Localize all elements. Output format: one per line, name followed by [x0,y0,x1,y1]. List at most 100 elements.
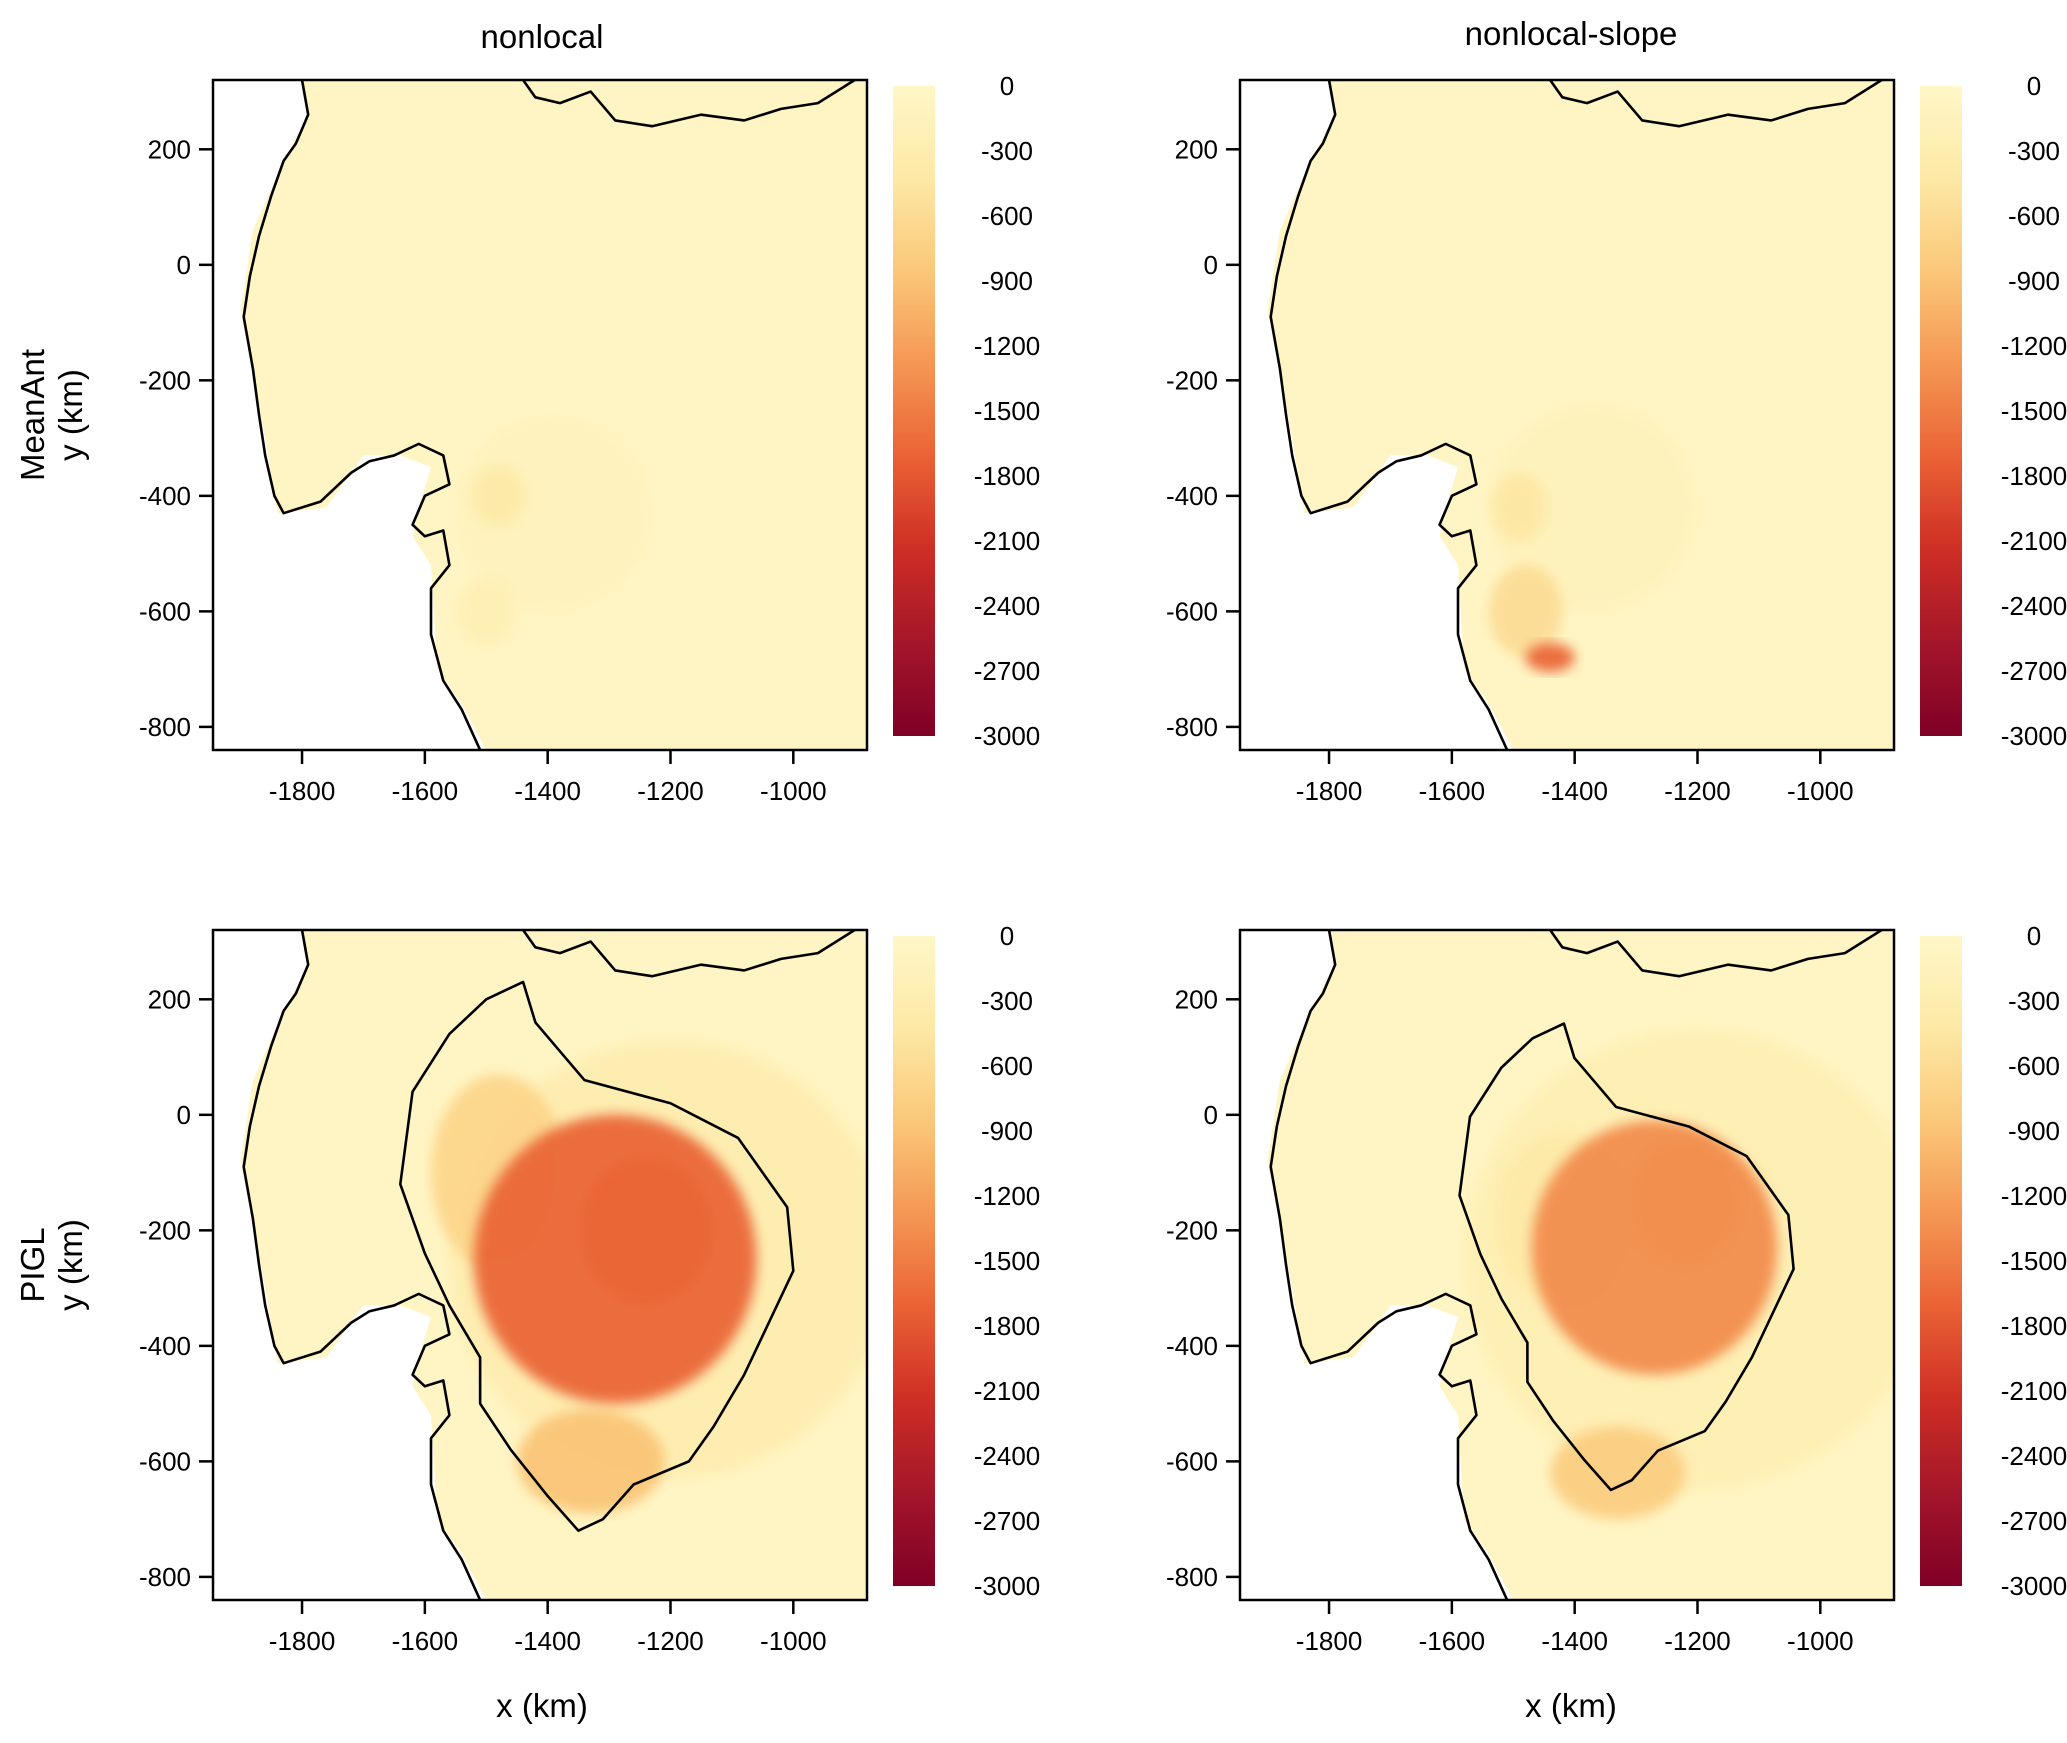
x-tick-label: -1400 [1541,1626,1608,1656]
ocean-region [1240,930,1514,1600]
heatmap-feature [1550,1426,1686,1520]
colorbar-tick-label: -2100 [2001,1376,2067,1406]
y-tick-label: -200 [139,1215,191,1245]
column-title-nonlocal-slope: nonlocal-slope [1465,15,1678,52]
colorbar-tick-label: -300 [2008,136,2060,166]
colorbar-tick-label: -3000 [2001,1571,2067,1601]
colorbar-tick-label: 0 [1000,71,1014,101]
ocean-region [1240,80,1514,750]
panel-pigl-nonlocal-slope: -1800 -1600 -1400 -1200 -1000 200 0 -200 -400 -60… [1166,921,2067,1656]
y-tick-label: -400 [1166,481,1218,511]
coastline [242,80,482,750]
colorbar-tick-label: 0 [2027,71,2041,101]
x-tick-label: -1000 [760,1626,827,1656]
x-axis-title-left: x (km) [496,1687,588,1724]
y-tick-label: -600 [139,596,191,626]
x-tick-label: -1600 [392,1626,459,1656]
y-tick-label: -200 [1166,365,1218,395]
colorbar-tick-label: 0 [2027,921,2041,951]
colorbar [893,86,935,736]
colorbar-tick-label: -2100 [974,1376,1041,1406]
y-tick-label: -200 [139,365,191,395]
x-tick-label: -1400 [1541,776,1608,806]
colorbar-tick-label: -600 [2008,1051,2060,1081]
x-tick-label: -1000 [1787,776,1854,806]
y-tick-label: 0 [177,1100,191,1130]
colorbar-tick-label: -1800 [2001,1311,2067,1341]
coastline [242,930,482,1600]
y-tick-label: 200 [148,134,191,164]
colorbar-tick-label: -3000 [2001,721,2067,751]
colorbar-tick-label: 0 [1000,921,1014,951]
colorbar-tick-label: -2700 [2001,656,2067,686]
x-tick-label: -1800 [269,1626,336,1656]
y-tick-label: -600 [1166,596,1218,626]
y-tick-label: -800 [139,1562,191,1592]
coastline [1269,930,1509,1600]
heatmap-feature [473,1114,757,1404]
colorbar-tick-label: -2700 [974,656,1041,686]
colorbar-tick-label: -2400 [2001,1441,2067,1471]
colorbar-tick-label: -1200 [2001,1181,2067,1211]
colorbar-tick-label: -900 [2008,1116,2060,1146]
colorbar-tick-label: -300 [981,986,1033,1016]
heatmap-field [1240,930,1894,1600]
colorbar-tick-label: -900 [981,1116,1033,1146]
x-tick-label: -1600 [392,776,459,806]
y-tick-label: -400 [1166,1331,1218,1361]
colorbar-tick-label: -2100 [2001,526,2067,556]
heatmap-feature [455,576,517,647]
x-tick-label: -1800 [269,776,336,806]
plot-frame [211,78,869,752]
y-tick-label: -200 [1166,1215,1218,1245]
colorbar-tick-label: -2100 [974,526,1041,556]
x-tick-label: -1400 [514,776,581,806]
y-axis-title-bottom: y (km) [52,1219,89,1311]
x-tick-label: -1600 [1419,776,1486,806]
y-tick-label: 0 [1204,1100,1218,1130]
colorbar-tick-label: -1500 [2001,396,2067,426]
plot-frame [1238,928,1896,1602]
y-tick-label: -800 [139,712,191,742]
x-tick-label: -1200 [637,1626,704,1656]
colorbar-tick-label: -900 [981,266,1033,296]
y-tick-label: 200 [1175,984,1218,1014]
heatmap-field [1240,80,1894,750]
colorbar-tick-label: -3000 [974,1571,1041,1601]
heatmap-feature [455,415,653,612]
heatmap-field [213,930,867,1600]
x-tick-label: -1000 [1787,1626,1854,1656]
panel-meanant-nonlocal: -1800 -1600 -1400 -1200 -1000 200 0 -200 -400 -60… [139,71,1040,806]
colorbar-tick-label: -600 [981,1051,1033,1081]
x-tick-label: -1200 [1664,1626,1731,1656]
heatmap-feature [470,464,527,528]
x-tick-label: -1800 [1296,776,1363,806]
colorbar-tick-label: -600 [2008,201,2060,231]
row-label-pigl: PIGL [14,1227,51,1302]
colorbar [1920,936,1962,1586]
colorbar-tick-label: -1200 [974,331,1041,361]
ocean-region [213,80,487,750]
colorbar [1920,86,1962,736]
colorbar [893,936,935,1586]
colorbar-tick-label: -300 [981,136,1033,166]
colorbar-tick-label: -2400 [974,1441,1041,1471]
coastline-north [1549,80,1883,128]
x-tick-label: -1600 [1419,1626,1486,1656]
y-tick-label: 0 [1204,250,1218,280]
coastline-north [522,80,856,128]
heatmap-feature [1488,565,1563,658]
colorbar-tick-label: -1800 [974,1311,1041,1341]
x-tick-label: -1400 [514,1626,581,1656]
heatmap-feature [1531,1120,1778,1375]
colorbar-tick-label: -300 [2008,986,2060,1016]
x-tick-label: -1200 [1664,776,1731,806]
colorbar-tick-label: -1200 [974,1181,1041,1211]
x-tick-label: -1200 [637,776,704,806]
heatmap-feature [1525,643,1575,673]
colorbar-tick-label: -2400 [2001,591,2067,621]
y-tick-label: 200 [1175,134,1218,164]
heatmap-feature [516,1409,665,1514]
colorbar-tick-label: -2700 [2001,1506,2067,1536]
